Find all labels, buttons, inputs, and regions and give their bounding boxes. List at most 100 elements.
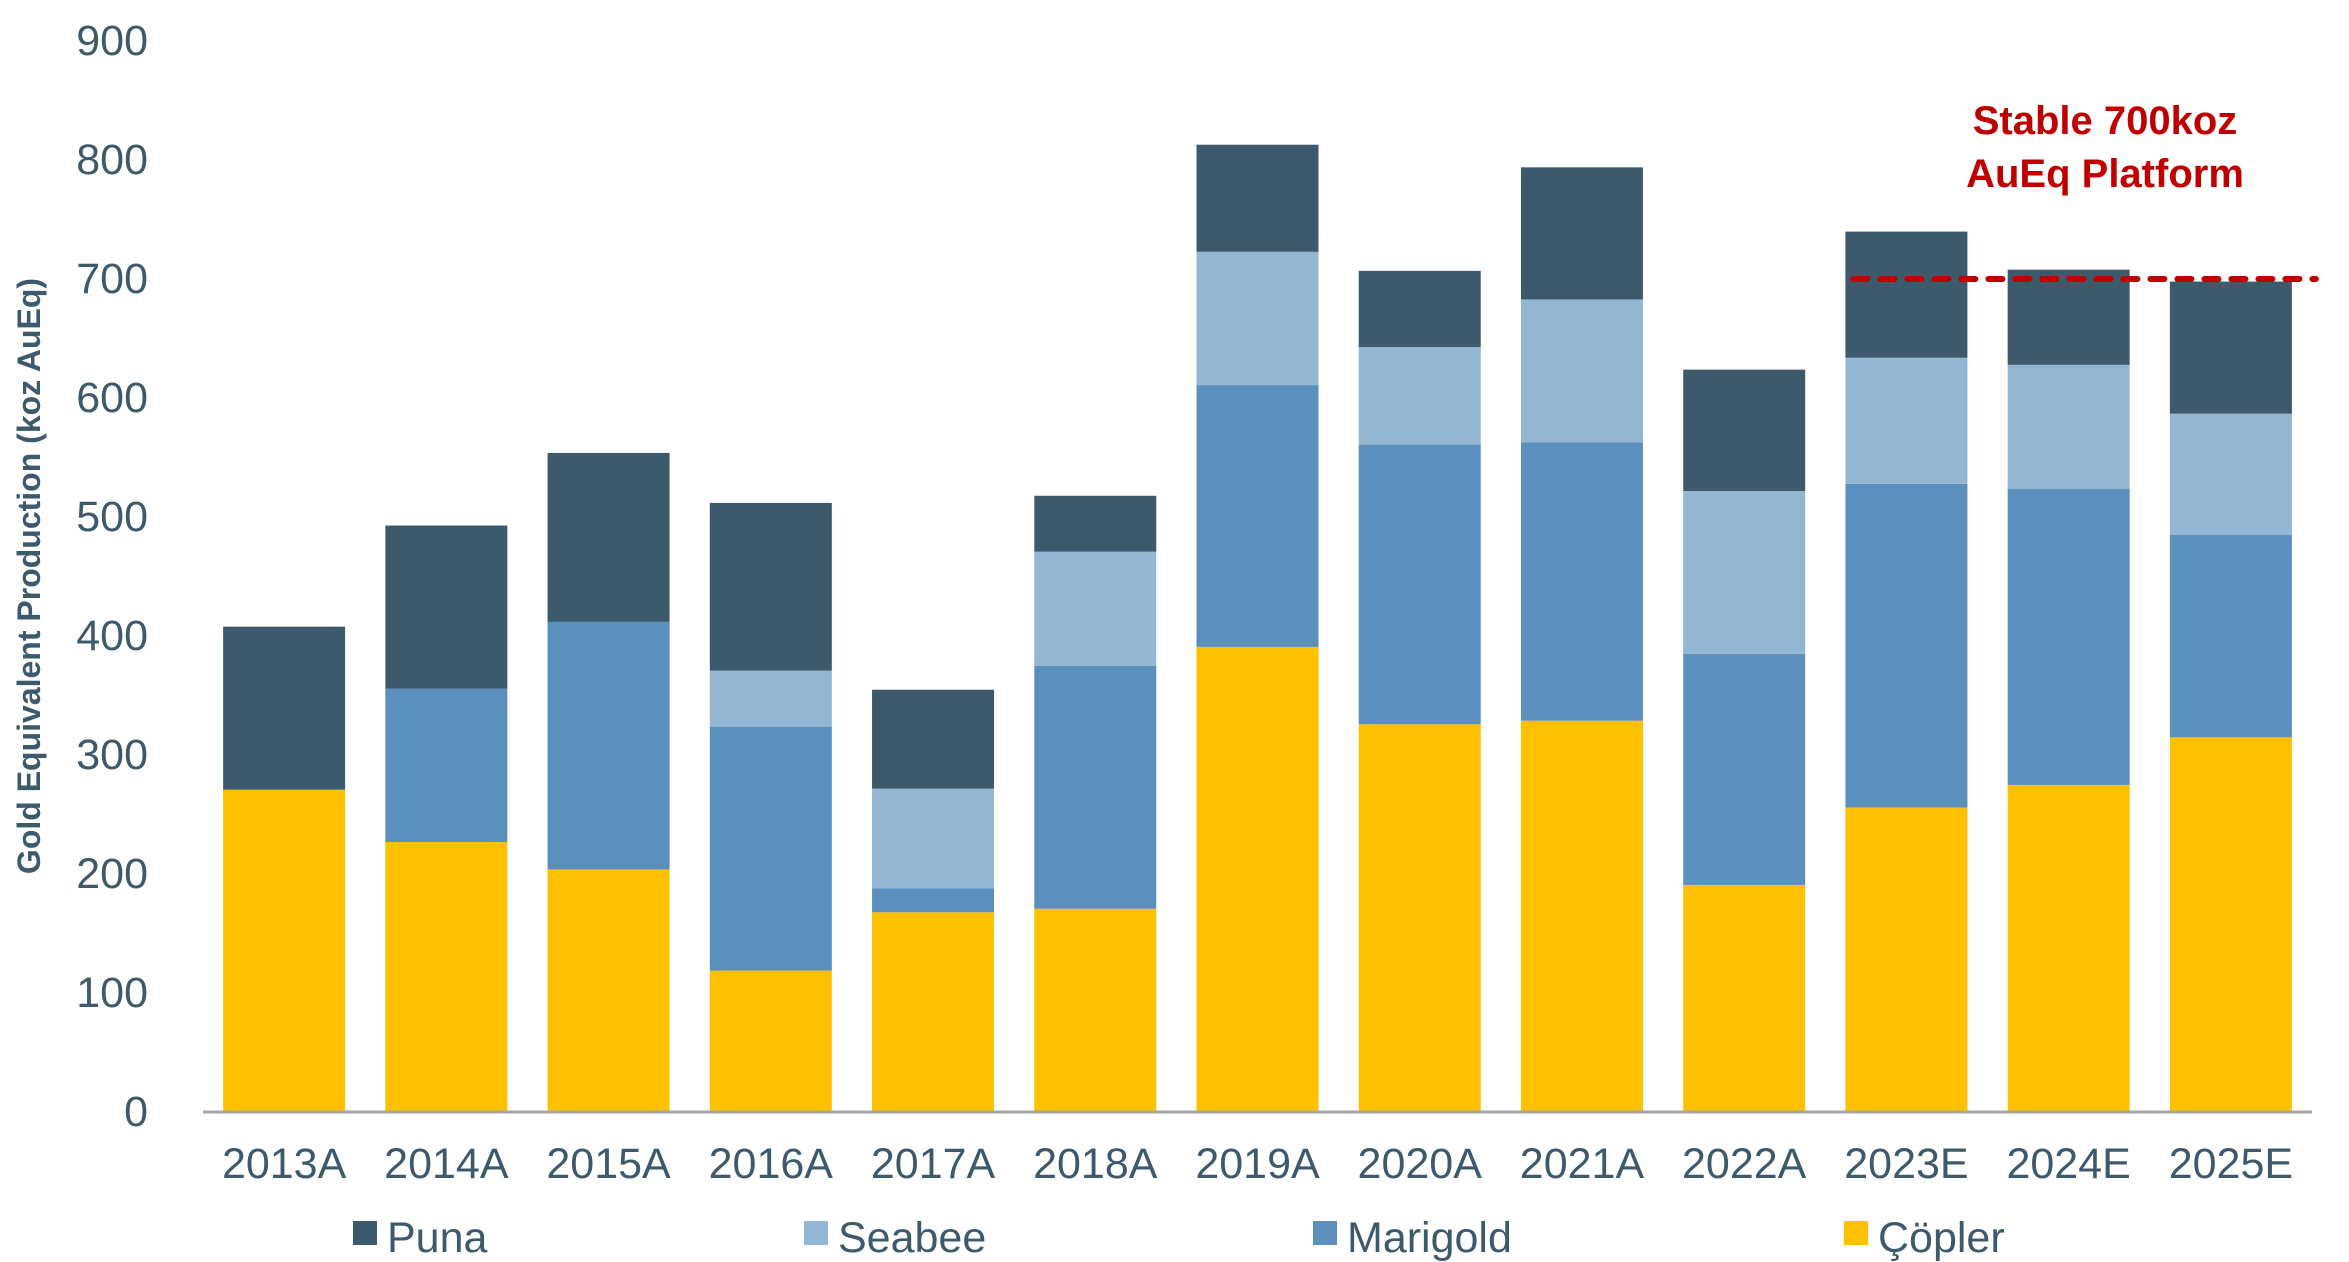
- bar-segment-puna-2022A: [1683, 369, 1806, 492]
- bar-segment-pler-2014A: [385, 842, 508, 1111]
- legend-swatch: [804, 1221, 828, 1245]
- legend-item-puna: Puna: [353, 1214, 488, 1262]
- y-tick-label: 100: [76, 969, 148, 1017]
- legend-item-marigold: Marigold: [1313, 1214, 1512, 1262]
- bar-stack-2023E: [1845, 231, 1968, 1111]
- annotation-line-1: Stable 700koz: [1973, 99, 2238, 143]
- bar-segment-pler-2023E: [1845, 807, 1968, 1111]
- bar-segment-puna-2024E: [2007, 269, 2130, 365]
- bar-stack-2018A: [1034, 495, 1157, 1111]
- legend-label: Çöpler: [1878, 1214, 2005, 1262]
- bar-stack-2013A: [223, 626, 346, 1111]
- bar-segment-marigold-2025E: [2169, 535, 2292, 738]
- y-tick-label: 500: [76, 493, 148, 541]
- bar-stack-2020A: [1358, 270, 1481, 1111]
- bar-segment-pler-2021A: [1520, 720, 1643, 1111]
- bar-segment-marigold-2018A: [1034, 665, 1157, 909]
- x-tick-label: 2013A: [222, 1140, 347, 1188]
- x-tick-label: 2020A: [1358, 1140, 1483, 1188]
- bar-segment-puna-2016A: [709, 502, 832, 671]
- legend-label: Seabee: [838, 1214, 986, 1262]
- y-tick-label: 400: [76, 612, 148, 660]
- bar-segment-pler-2024E: [2007, 784, 2130, 1111]
- x-tick-label: 2022A: [1682, 1140, 1807, 1188]
- y-tick-label: 600: [76, 374, 148, 422]
- legend-label: Puna: [387, 1214, 488, 1262]
- bars: [223, 144, 2292, 1111]
- x-axis-ticks: 2013A 2014A 2015A 2016A 2017A 2018A 2019A 2020A…: [222, 1140, 2293, 1188]
- bar-segment-pler-2015A: [547, 869, 670, 1111]
- bar-segment-seabee-2019A: [1196, 251, 1319, 386]
- bar-stack-2016A: [709, 502, 832, 1111]
- bar-segment-puna-2013A: [223, 626, 346, 790]
- y-tick-label: 800: [76, 136, 148, 184]
- bar-segment-seabee-2018A: [1034, 551, 1157, 666]
- bar-stack-2017A: [872, 689, 995, 1111]
- legend-label: Marigold: [1347, 1214, 1512, 1262]
- bar-segment-marigold-2014A: [385, 688, 508, 843]
- x-tick-label: 2023E: [1844, 1140, 1968, 1188]
- x-tick-label: 2021A: [1520, 1140, 1645, 1188]
- bar-segment-seabee-2023E: [1845, 357, 1968, 484]
- bar-segment-marigold-2019A: [1196, 385, 1319, 647]
- legend-swatch: [353, 1221, 377, 1245]
- x-tick-label: 2019A: [1195, 1140, 1320, 1188]
- bar-segment-seabee-2025E: [2169, 413, 2292, 536]
- bar-segment-marigold-2020A: [1358, 444, 1481, 725]
- bar-segment-pler-2020A: [1358, 724, 1481, 1111]
- bar-segment-seabee-2024E: [2007, 364, 2130, 489]
- x-tick-label: 2024E: [2006, 1140, 2130, 1188]
- annotation: Stable 700koz AuEq Platform: [1966, 99, 2244, 196]
- y-axis-label: Gold Equivalent Production (koz AuEq): [11, 278, 47, 874]
- bar-stack-2019A: [1196, 144, 1319, 1111]
- bar-segment-seabee-2016A: [709, 670, 832, 727]
- bar-segment-puna-2014A: [385, 525, 508, 689]
- bar-segment-pler-2025E: [2169, 737, 2292, 1111]
- bar-segment-marigold-2024E: [2007, 488, 2130, 785]
- bar-stack-2021A: [1520, 167, 1643, 1111]
- bar-segment-marigold-2021A: [1520, 442, 1643, 721]
- bar-segment-seabee-2017A: [872, 788, 995, 889]
- bar-segment-marigold-2017A: [872, 888, 995, 913]
- y-tick-label: 700: [76, 255, 148, 303]
- bar-stack-2025E: [2169, 281, 2292, 1111]
- bar-segment-pler-2018A: [1034, 908, 1157, 1111]
- annotation-line-2: AuEq Platform: [1966, 152, 2244, 196]
- bar-stack-2024E: [2007, 269, 2130, 1111]
- bar-segment-seabee-2020A: [1358, 347, 1481, 445]
- bar-segment-marigold-2016A: [709, 726, 832, 971]
- bar-segment-pler-2016A: [709, 970, 832, 1111]
- bar-segment-seabee-2022A: [1683, 491, 1806, 655]
- y-tick-label: 900: [76, 17, 148, 65]
- bar-segment-puna-2025E: [2169, 281, 2292, 414]
- y-tick-label: 200: [76, 850, 148, 898]
- legend-swatch: [1313, 1221, 1337, 1245]
- bar-segment-seabee-2021A: [1520, 299, 1643, 443]
- bar-stack-2015A: [547, 452, 670, 1111]
- bar-stack-2022A: [1683, 369, 1806, 1111]
- bar-segment-puna-2023E: [1845, 231, 1968, 358]
- y-axis-ticks: 0 100 200 300 400 500 600 700 800 900: [76, 17, 148, 1136]
- legend-item-seabee: Seabee: [804, 1214, 986, 1262]
- x-tick-label: 2016A: [709, 1140, 834, 1188]
- x-tick-label: 2018A: [1033, 1140, 1158, 1188]
- legend-swatch: [1844, 1221, 1868, 1245]
- bar-segment-puna-2019A: [1196, 144, 1319, 252]
- x-tick-label: 2014A: [384, 1140, 509, 1188]
- legend-item-pler: Çöpler: [1844, 1214, 2005, 1262]
- bar-segment-puna-2015A: [547, 452, 670, 622]
- bar-segment-marigold-2015A: [547, 621, 670, 870]
- legend: Puna Seabee Marigold Çöpler: [353, 1214, 2005, 1262]
- x-tick-label: 2015A: [546, 1140, 671, 1188]
- x-tick-label: 2025E: [2169, 1140, 2293, 1188]
- bar-segment-puna-2020A: [1358, 270, 1481, 348]
- bar-segment-pler-2013A: [223, 789, 346, 1111]
- bar-segment-pler-2019A: [1196, 646, 1319, 1111]
- bar-segment-puna-2018A: [1034, 495, 1157, 552]
- bar-segment-pler-2017A: [872, 912, 995, 1111]
- bar-segment-pler-2022A: [1683, 884, 1806, 1111]
- bar-segment-puna-2021A: [1520, 167, 1643, 300]
- bar-stack-2014A: [385, 525, 508, 1111]
- y-tick-label: 300: [76, 731, 148, 779]
